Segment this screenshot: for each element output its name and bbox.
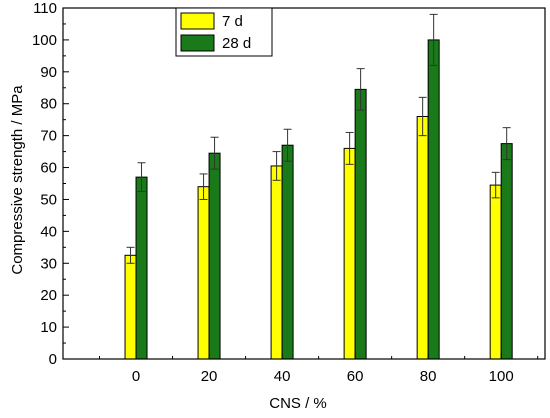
bar-28d [281, 144, 294, 360]
y-tick-label: 10 [40, 319, 57, 336]
y-tick-label: 80 [40, 96, 57, 113]
y-tick-label: 90 [40, 64, 57, 81]
y-tick-label: 60 [40, 160, 57, 177]
legend-swatch [180, 34, 215, 52]
x-tick-label: 60 [347, 368, 364, 385]
legend-label: 28 d [222, 35, 251, 52]
bar-7d [270, 165, 283, 360]
x-tick-label: 40 [274, 368, 291, 385]
x-tick-label: 80 [420, 368, 437, 385]
x-tick-label: 0 [132, 368, 140, 385]
x-axis-label: CNS / % [269, 395, 327, 412]
y-tick-label: 110 [33, 0, 57, 17]
bar-7d [197, 186, 210, 360]
error-bars-layer [126, 13, 511, 264]
bar-7d [416, 115, 429, 360]
y-tick-label: 50 [40, 191, 57, 208]
bar-28d [208, 152, 221, 360]
bar-7d [343, 147, 356, 360]
legend-label: 7 d [222, 13, 243, 30]
bar-7d [124, 254, 137, 360]
legend: 7 d 28 d [175, 7, 273, 57]
bar-7d [489, 184, 502, 360]
x-tick-label: 20 [201, 368, 218, 385]
bar-28d [354, 88, 367, 360]
y-tick-label: 30 [40, 255, 57, 272]
axes-layer: 0 10 20 30 40 50 60 70 80 90 100 110 0 20 40 60 80 100 [32, 0, 546, 385]
y-tick-label: 0 [49, 351, 57, 368]
y-tick-label: 20 [40, 287, 57, 304]
bars-layer [124, 39, 513, 360]
bar-28d [135, 176, 148, 360]
y-tick-label: 70 [40, 128, 57, 145]
y-tick-label: 40 [40, 223, 57, 240]
bar-28d [427, 39, 440, 360]
y-tick-label: 100 [32, 32, 57, 49]
legend-swatch [180, 12, 215, 30]
y-axis-label: Compressive strength / MPa [9, 85, 26, 275]
x-tick-label: 100 [489, 368, 514, 385]
bar-28d [500, 143, 513, 360]
